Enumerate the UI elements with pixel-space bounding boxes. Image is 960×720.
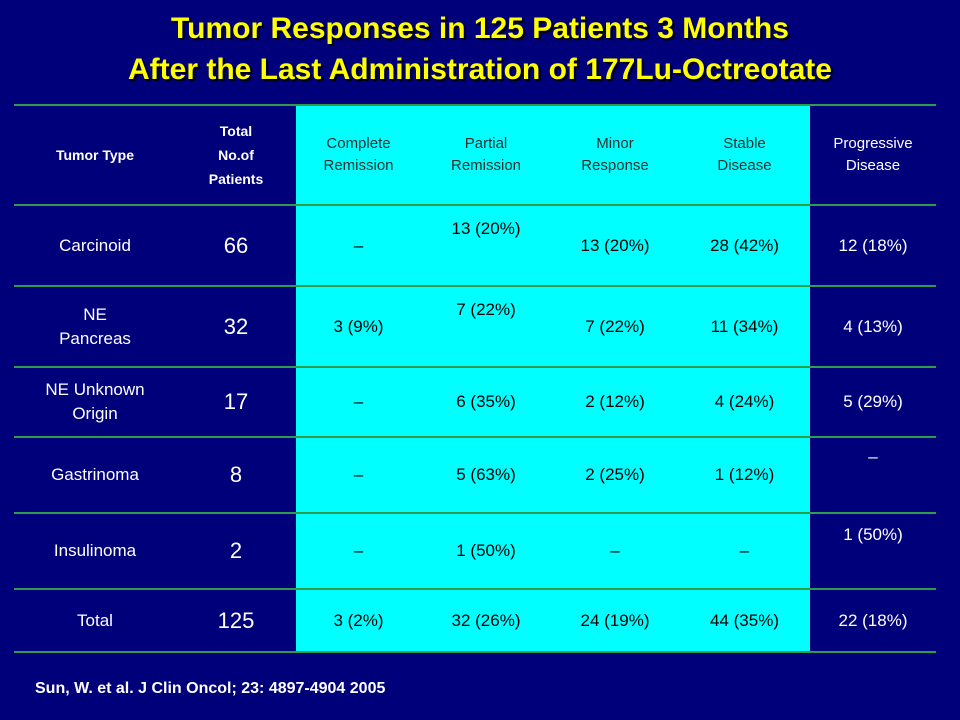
header-stable-disease: Stable Disease bbox=[717, 135, 772, 174]
table-row-label: NE Unknown Origin bbox=[45, 380, 145, 423]
table-rule bbox=[14, 588, 936, 590]
table-cell-partial-remission: 32 (26%) bbox=[451, 610, 521, 630]
table-rule bbox=[14, 366, 936, 368]
header-complete-remission: Complete Remission bbox=[323, 135, 394, 174]
table-cell-partial-remission: 1 (50%) bbox=[456, 541, 516, 560]
citation-footnote: Sun, W. et al. J Clin Oncol; 23: 4897-49… bbox=[35, 680, 386, 697]
table-cell-total: 2 bbox=[229, 538, 243, 563]
table-cell-progressive-disease: 12 (18%) bbox=[838, 235, 908, 255]
table-cell-progressive-disease: 4 (13%) bbox=[843, 316, 903, 336]
table-cell-minor-response: 2 (12%) bbox=[585, 392, 645, 411]
table-cell-partial-remission: 5 (63%) bbox=[456, 465, 516, 484]
table-cell-stable-disease: 4 (24%) bbox=[714, 392, 775, 411]
slide-title-line-2: After the Last Administration of 177Lu-O… bbox=[128, 53, 832, 86]
table-cell-complete-remission: – bbox=[353, 541, 364, 560]
table-cell-partial-remission: 6 (35%) bbox=[456, 392, 516, 411]
header-minor-response: Minor Response bbox=[581, 135, 649, 174]
slide-title-line-1: Tumor Responses in 125 Patients 3 Months bbox=[171, 12, 789, 45]
table-cell-stable-disease: 11 (34%) bbox=[710, 316, 779, 336]
table-cell-minor-response: 24 (19%) bbox=[580, 610, 650, 630]
table-row-label: Gastrinoma bbox=[51, 465, 139, 484]
table-cell-minor-response: 13 (20%) bbox=[580, 235, 650, 255]
table-cell-progressive-disease: 1 (50%) bbox=[843, 525, 903, 544]
table-cell-stable-disease: 1 (12%) bbox=[714, 465, 775, 484]
table-rule bbox=[14, 436, 936, 438]
table-cell-minor-response: 2 (25%) bbox=[585, 465, 645, 484]
table-cell-total: 17 bbox=[223, 389, 249, 414]
table-row-label: NE Pancreas bbox=[59, 304, 131, 348]
table-rule bbox=[14, 512, 936, 514]
table-cell-minor-response: 7 (22%) bbox=[585, 316, 645, 336]
table-cell-complete-remission: – bbox=[353, 465, 364, 484]
header-total-patients: Total No.of Patients bbox=[208, 123, 264, 187]
table-cell-minor-response: – bbox=[610, 541, 620, 560]
highlight-band bbox=[296, 105, 810, 653]
table-cell-complete-remission: – bbox=[353, 392, 364, 411]
table-cell-progressive-disease: 5 (29%) bbox=[843, 392, 903, 411]
table-row-label: Insulinoma bbox=[53, 541, 137, 560]
table-cell-partial-remission: 13 (20%) bbox=[451, 219, 521, 238]
table-row-label: Carcinoid bbox=[59, 235, 131, 255]
header-progressive-disease: Progressive Disease bbox=[833, 135, 913, 174]
table-cell-total: 8 bbox=[229, 462, 243, 487]
table-rule bbox=[14, 204, 936, 206]
header-tumor-type: Tumor Type bbox=[55, 147, 135, 163]
table-cell-total: 125 bbox=[217, 607, 255, 633]
table-cell-stable-disease: 28 (42%) bbox=[710, 235, 779, 255]
table-rule bbox=[14, 104, 936, 106]
table-cell-progressive-disease: 22 (18%) bbox=[838, 610, 908, 630]
table-cell-stable-disease: 44 (35%) bbox=[710, 610, 779, 630]
table-row-label: Total bbox=[77, 610, 113, 630]
table-cell-total: 66 bbox=[223, 232, 249, 258]
table-rule bbox=[14, 651, 936, 653]
tumor-response-table: Tumor Type Total No.of Patients Complete… bbox=[14, 104, 936, 653]
header-partial-remission: Partial Remission bbox=[450, 135, 522, 174]
table-cell-complete-remission: – bbox=[353, 235, 364, 255]
table-cell-complete-remission: 3 (2%) bbox=[333, 610, 384, 630]
table-cell-complete-remission: 3 (9%) bbox=[333, 316, 384, 336]
table-cell-progressive-disease: – bbox=[868, 447, 878, 466]
table-cell-partial-remission: 7 (22%) bbox=[456, 300, 516, 319]
table-cell-stable-disease: – bbox=[739, 541, 750, 560]
table-cell-total: 32 bbox=[223, 313, 249, 339]
table-rule bbox=[14, 285, 936, 287]
